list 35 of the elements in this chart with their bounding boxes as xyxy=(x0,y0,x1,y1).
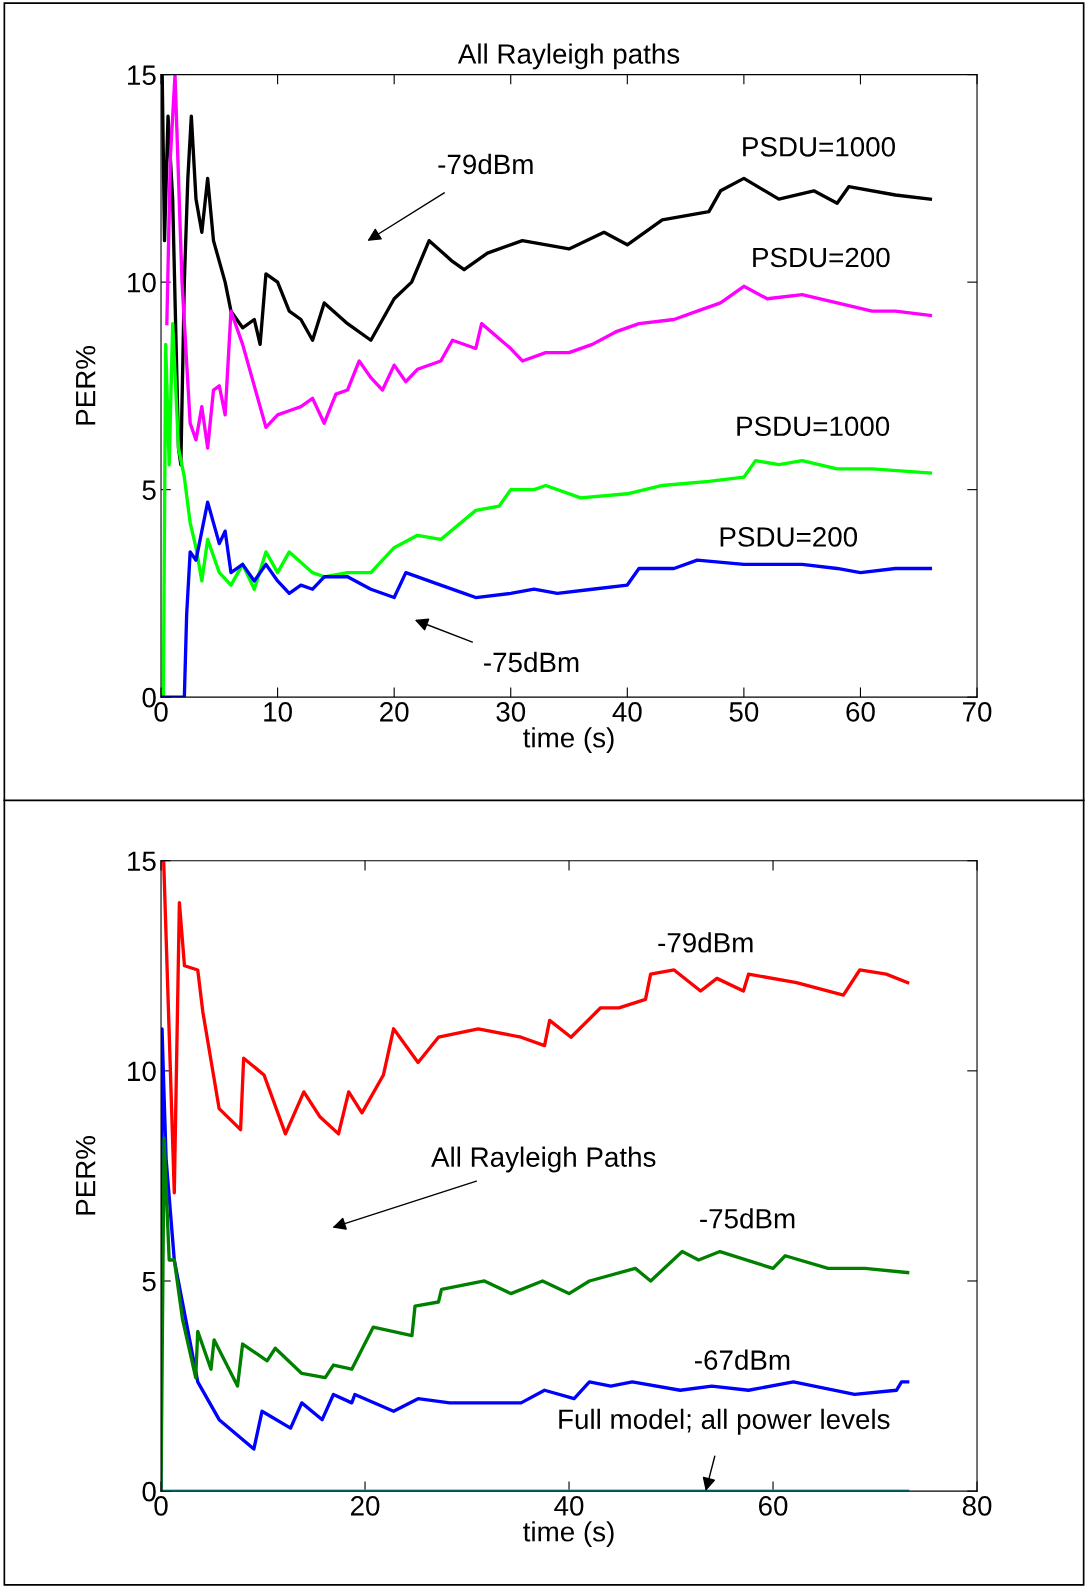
annotation: -79dBm xyxy=(438,153,533,175)
y-tick-label: 5 xyxy=(142,1271,156,1292)
y-tick-label: 0 xyxy=(142,687,156,708)
annotation: PSDU=200 xyxy=(753,247,890,268)
annotation: Full model; all power levels xyxy=(559,1408,890,1435)
x-tick-label: 70 xyxy=(963,702,992,722)
y-axis-title: PER% xyxy=(75,1136,96,1215)
x-tick-label: 60 xyxy=(846,702,875,722)
y-tick-label: 10 xyxy=(128,1061,156,1082)
x-tick-label: 40 xyxy=(612,702,642,722)
annotation: PSDU=200 xyxy=(720,527,858,547)
chart-title: All Rayleigh paths xyxy=(457,43,680,70)
annotation: -79dBm xyxy=(658,932,753,953)
x-tick-label: 30 xyxy=(496,702,526,722)
x-tick-label: 50 xyxy=(729,702,759,722)
x-tick-label: 80 xyxy=(962,1496,992,1516)
x-tick-label: 20 xyxy=(350,1496,380,1516)
annotation: All Rayleigh Paths xyxy=(431,1146,656,1173)
y-tick-label: 15 xyxy=(128,851,156,872)
y-tick-label: 5 xyxy=(142,480,156,500)
x-axis-title: time (s) xyxy=(523,1521,614,1548)
annotation: PSDU=1000 xyxy=(737,416,890,437)
annotation: PSDU=1000 xyxy=(743,136,895,157)
x-tick-label: 20 xyxy=(380,702,409,722)
annotation: -75dBm xyxy=(700,1208,795,1229)
x-axis-title: time (s) xyxy=(523,727,614,754)
x-tick-label: 10 xyxy=(264,702,292,722)
y-tick-label: 10 xyxy=(128,272,156,293)
y-axis-title: PER% xyxy=(75,345,96,425)
y-tick-label: 0 xyxy=(142,1481,156,1502)
annotation: -67dBm xyxy=(695,1349,790,1370)
x-tick-label: 40 xyxy=(554,1496,584,1516)
x-tick-label: 60 xyxy=(758,1496,788,1516)
y-tick-label: 15 xyxy=(128,65,156,85)
annotation: -75dBm xyxy=(484,651,579,673)
